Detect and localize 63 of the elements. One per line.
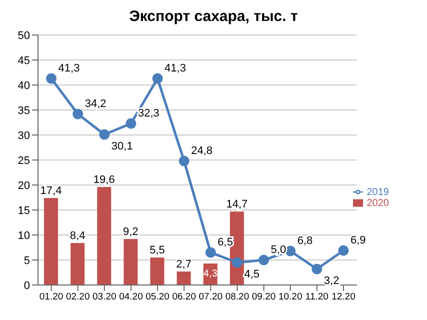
x-tick-label: 09.20: [252, 292, 276, 303]
data-label: 2,7: [176, 258, 192, 270]
data-label: 8,4: [70, 230, 86, 242]
point: [205, 247, 216, 258]
bar: [44, 198, 58, 285]
point: [312, 264, 322, 274]
data-label: 5,5: [150, 244, 165, 256]
data-label: 17,4: [40, 185, 62, 197]
bar: [176, 272, 191, 285]
data-label: 30,1: [111, 140, 133, 152]
x-tick-label: 08.20: [225, 292, 250, 303]
x-tick-label: 06.20: [172, 292, 196, 303]
x-tick-label: 12.20: [332, 292, 356, 303]
data-label: 41,3: [164, 62, 186, 74]
y-tick-label: 35: [18, 104, 30, 117]
x-tick-label: 03.20: [92, 292, 116, 303]
point: [338, 245, 349, 256]
point: [258, 254, 270, 266]
data-label: 32,3: [138, 108, 160, 120]
point: [72, 108, 84, 120]
y-tick-label: 5: [24, 254, 30, 267]
data-label: 6,9: [350, 234, 366, 246]
x-tick-label: 01.20: [39, 292, 64, 303]
data-label: 4,5: [244, 268, 260, 280]
data-label: 14,7: [226, 198, 248, 210]
bar: [97, 187, 112, 285]
data-label: 9,2: [123, 226, 138, 238]
y-tick-label: 50: [18, 30, 30, 42]
point: [126, 118, 136, 129]
bar: [70, 243, 85, 285]
point: [178, 156, 190, 166]
data-label: 4,3: [203, 268, 218, 280]
point: [285, 246, 296, 256]
bar: [124, 239, 138, 285]
y-tick-label: 45: [18, 54, 30, 67]
point: [232, 257, 242, 268]
data-label: 5,0: [270, 244, 286, 256]
legend-label: 2020: [366, 198, 389, 209]
x-tick-label: 10.20: [278, 292, 302, 303]
x-tick-label: 04.20: [119, 292, 143, 303]
y-tick-label: 20: [18, 180, 30, 192]
x-tick-label: 11.20: [305, 292, 328, 303]
data-label: 6,8: [297, 235, 313, 247]
point: [152, 73, 163, 84]
data-label: 34,2: [84, 98, 106, 110]
data-label: 3,2: [324, 275, 340, 287]
y-tick-label: 30: [18, 130, 30, 142]
point: [46, 73, 57, 84]
y-tick-label: 25: [18, 154, 30, 167]
y-tick-label: 0: [24, 280, 30, 292]
bar: [150, 258, 164, 285]
point: [99, 129, 110, 140]
y-tick-label: 10: [18, 230, 30, 242]
x-tick-label: 05.20: [146, 292, 170, 303]
legend-label: 2019: [366, 187, 389, 198]
x-tick-label: 02.20: [66, 292, 90, 303]
data-label: 24,8: [191, 145, 213, 157]
data-label: 41,3: [58, 62, 80, 74]
data-label: 19,6: [93, 174, 115, 186]
y-tick-label: 40: [18, 80, 30, 92]
y-tick-label: 15: [18, 204, 30, 217]
x-tick-label: 07.20: [198, 292, 223, 303]
chart-title: Экспорт сахара, тыс. т: [128, 8, 299, 25]
